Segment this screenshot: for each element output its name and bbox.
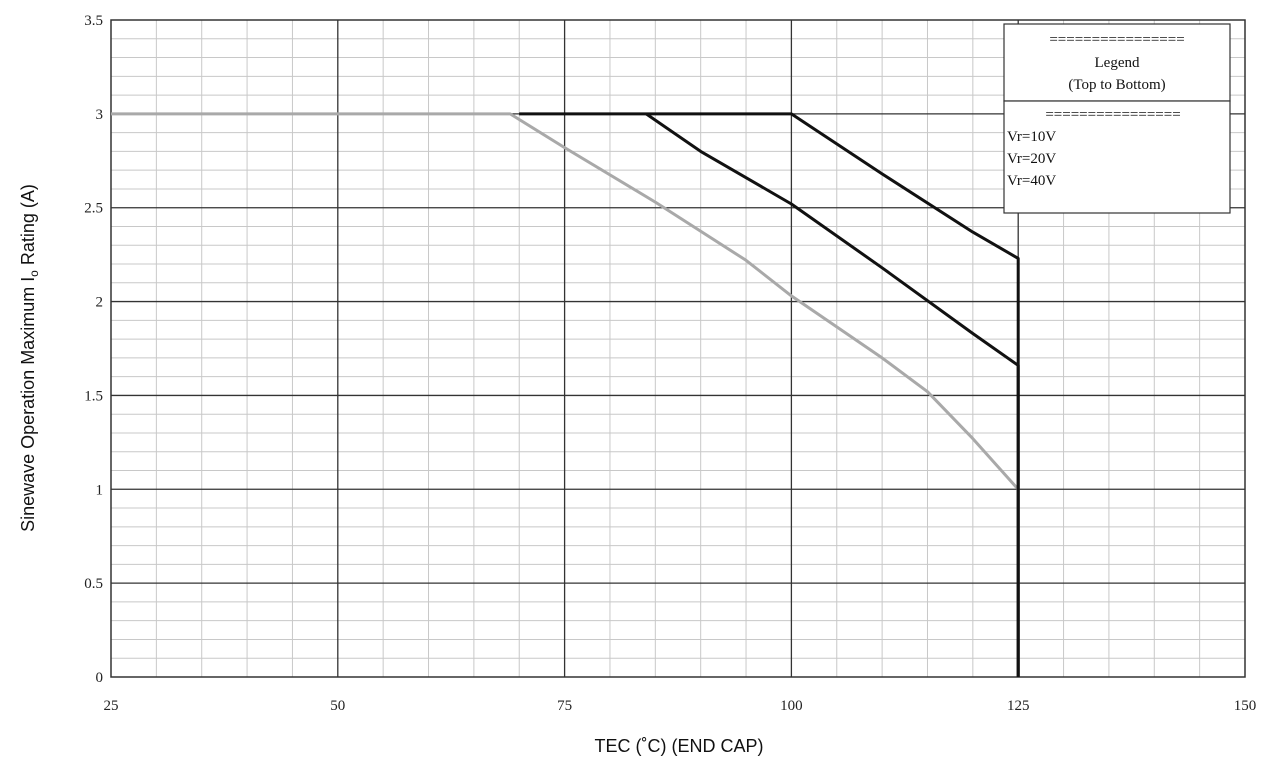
x-tick-label: 100 — [780, 698, 803, 714]
series-lines — [111, 112, 1020, 677]
y-axis-title-tail: Rating (A) — [18, 184, 38, 270]
y-tick-label: 2 — [96, 295, 104, 311]
legend-entry-vr20: Vr=20V — [1007, 151, 1056, 167]
legend-entry-vr40: Vr=40V — [1007, 173, 1056, 189]
y-tick-label: 2.5 — [84, 201, 103, 217]
legend-subtitle: (Top to Bottom) — [1068, 77, 1165, 93]
legend-header-box — [1003, 23, 1231, 102]
x-tick-label: 25 — [104, 698, 119, 714]
y-axis-title: Sinewave Operation Maximum Io Rating (A) — [18, 184, 41, 532]
y-axis-title-subscript: o — [27, 270, 41, 277]
y-tick-label: 0 — [96, 670, 104, 686]
y-tick-label: 3.5 — [84, 13, 103, 29]
y-axis-tick-labels: 0 0.5 1 1.5 2 2.5 3 3.5 — [84, 13, 103, 686]
x-axis-tick-labels: 25 50 75 100 125 150 — [104, 698, 1257, 714]
x-tick-label: 125 — [1007, 698, 1030, 714]
series-line-vr-10v — [519, 112, 1020, 677]
legend-separator-top: ================ — [1049, 32, 1184, 48]
x-axis-title: TEC (˚C) (END CAP) — [595, 736, 764, 756]
legend-separator-bottom: ================ — [1045, 107, 1180, 123]
series-line-vr-40v — [111, 112, 1020, 677]
y-tick-label: 1.5 — [84, 388, 103, 404]
legend-entry-vr10: Vr=10V — [1007, 129, 1056, 145]
y-tick-label: 0.5 — [84, 576, 103, 592]
x-tick-label: 75 — [557, 698, 572, 714]
x-tick-label: 50 — [330, 698, 345, 714]
y-tick-label: 3 — [96, 107, 104, 123]
plot-area-frame — [110, 19, 1246, 678]
legend-body-box — [1003, 100, 1231, 214]
y-tick-label: 1 — [96, 482, 104, 498]
x-tick-label: 150 — [1234, 698, 1257, 714]
legend: ================ Legend (Top to Bottom) … — [1003, 23, 1231, 214]
legend-title: Legend — [1095, 55, 1140, 71]
y-axis-title-main: Sinewave Operation Maximum I — [18, 277, 38, 532]
